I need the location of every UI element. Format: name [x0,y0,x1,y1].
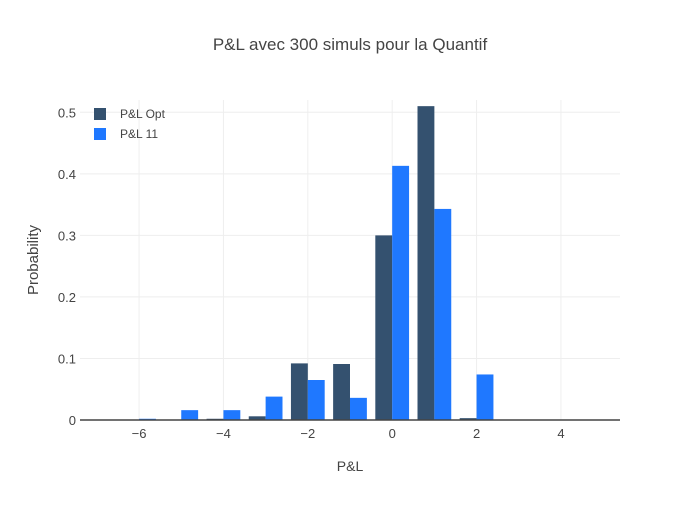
x-axis-title: P&L [337,458,364,474]
bar-p-l-11[interactable] [434,208,452,420]
bar-p-l-11[interactable] [476,374,494,420]
legend[interactable]: P&L Opt P&L 11 [94,107,166,141]
y-tick-label: 0.4 [58,167,76,182]
x-tick-label: 2 [473,426,480,441]
legend-label-p-l-11[interactable]: P&L 11 [120,127,158,141]
bar-p-l-opt[interactable] [375,235,393,420]
axes: 0 0.1 0.2 0.3 0.4 0.5 −6 −4 −2 0 2 4 [58,105,620,441]
bar-p-l-11[interactable] [392,165,410,420]
chart-title: P&L avec 300 simuls pour la Quantif [213,35,488,54]
x-tick-label: −2 [300,426,315,441]
y-tick-label: 0.1 [58,351,76,366]
bar-p-l-11[interactable] [265,396,283,420]
y-tick-label: 0.3 [58,228,76,243]
legend-swatch-p-l-11[interactable] [94,128,106,140]
y-tick-label: 0.2 [58,290,76,305]
bars [139,106,494,421]
y-tick-label: 0.5 [58,105,76,120]
bar-p-l-opt[interactable] [333,364,350,420]
x-tick-label: −6 [132,426,147,441]
bar-p-l-11[interactable] [181,410,199,420]
bar-p-l-opt[interactable] [248,416,266,420]
bar-p-l-opt[interactable] [290,363,308,420]
legend-swatch-p-l-opt[interactable] [94,108,106,120]
x-tick-label: 0 [389,426,396,441]
legend-label-p-l-opt[interactable]: P&L Opt [120,107,166,121]
bar-p-l-11[interactable] [350,397,367,420]
bar-p-l-11[interactable] [307,380,325,420]
x-tick-label: −4 [216,426,231,441]
bar-p-l-11[interactable] [223,410,241,420]
y-tick-label: 0 [69,413,76,428]
grid-lines [80,100,620,420]
bar-p-l-opt[interactable] [459,418,477,420]
y-axis-title: Probability [25,224,42,295]
x-tick-label: 4 [557,426,564,441]
bar-p-l-opt[interactable] [417,106,435,421]
